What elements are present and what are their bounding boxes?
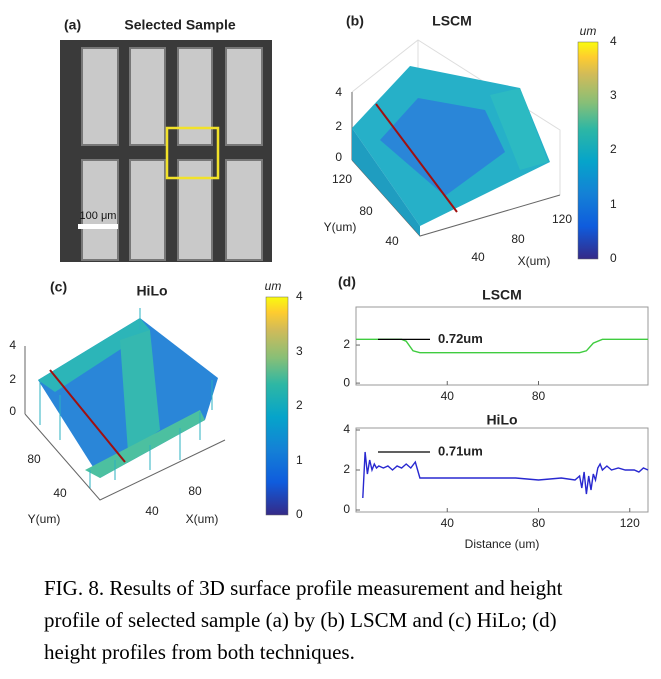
caption-line: profile of selected sample (a) by (b) LS… [44, 608, 557, 632]
x-axis-label: X(um) [518, 254, 551, 268]
colorbar-tick-label: 3 [610, 88, 617, 102]
y-tick-label: 0 [343, 375, 350, 389]
profile-line [362, 451, 649, 499]
x-tick-label: 80 [511, 232, 525, 246]
z-tick-label: 4 [9, 338, 16, 352]
base-axes [24, 413, 226, 501]
y-tick-label: 80 [27, 452, 41, 466]
x-tick-label: 40 [145, 504, 159, 518]
caption: FIG. 8. Results of 3D surface profile me… [44, 576, 563, 664]
surface-side [352, 128, 420, 236]
z-tick-label: 2 [335, 119, 342, 133]
panel-label: (d) [338, 274, 356, 290]
x-tick-label: 120 [552, 212, 572, 226]
z-tick-label: 0 [9, 404, 16, 418]
y-tick-label: 0 [343, 502, 350, 516]
y-tick-label: 40 [53, 486, 67, 500]
panel-a: (a) Selected Sample 100 μm [60, 17, 272, 262]
z-tick-label: 0 [335, 150, 342, 164]
panel-label: (c) [50, 279, 67, 295]
colorbar-tick-label: 0 [610, 251, 617, 265]
x-tick-label: 80 [532, 389, 546, 403]
x-axis-label: X(um) [186, 512, 219, 526]
x-tick-label: 120 [620, 516, 640, 530]
x-tick-label: 40 [441, 389, 455, 403]
profile-line [375, 103, 458, 213]
colorbar-tick-label: 3 [296, 344, 303, 358]
scale-bar [78, 224, 118, 229]
colorbar-tick-label: 1 [296, 453, 303, 467]
surface-edge [38, 318, 150, 392]
colorbar-tick-label: 4 [610, 34, 617, 48]
annotation: 0.71um [438, 443, 483, 458]
x-tick-label: 40 [441, 516, 455, 530]
colorbar-tick-label: 2 [610, 142, 617, 156]
y-tick-label: 40 [385, 234, 399, 248]
colorbar [577, 41, 599, 260]
colorbar-tick-label: 2 [296, 398, 303, 412]
colorbar-label: um [580, 24, 597, 38]
z-tick-label: 4 [335, 85, 342, 99]
y-tick-label: 2 [343, 462, 350, 476]
x-axis-label: Distance (um) [465, 537, 540, 551]
chart-title: HiLo [486, 412, 517, 428]
colorbar [265, 296, 289, 516]
z-tick-label: 2 [9, 372, 16, 386]
annotation: 0.72um [438, 331, 483, 346]
colorbar-label: um [265, 279, 282, 293]
surface-ridge [120, 330, 160, 452]
y-axis-label: Y(um) [324, 220, 357, 234]
panel-label: (b) [346, 13, 364, 29]
surface-recess [380, 98, 505, 196]
profile-line [356, 338, 648, 354]
panel-label: (a) [64, 17, 81, 33]
chart-title: LSCM [482, 287, 522, 303]
selection-box [165, 126, 220, 180]
profile-line [49, 369, 126, 463]
x-tick-label: 80 [188, 484, 202, 498]
colorbar-tick-label: 4 [296, 289, 303, 303]
plot-frame [355, 427, 649, 513]
colorbar-tick-label: 1 [610, 197, 617, 211]
x-tick-label: 40 [471, 250, 485, 264]
panel-title: LSCM [432, 13, 472, 29]
panel-title: HiLo [136, 283, 167, 299]
y-tick-label: 80 [359, 204, 373, 218]
y-tick-label: 2 [343, 337, 350, 351]
y-tick-label: 4 [343, 422, 350, 436]
scale-bar-label: 100 μm [80, 210, 117, 222]
y-axis-label: Y(um) [28, 512, 61, 526]
plot-frame [355, 306, 649, 386]
caption-line: FIG. 8. Results of 3D surface profile me… [44, 576, 563, 600]
x-tick-label: 80 [532, 516, 546, 530]
caption-line: height profiles from both techniques. [44, 640, 355, 664]
surface-ridge [490, 88, 548, 170]
panel-b: (b) LSCM 4 2 0 120 80 40 Y(um) 40 80 120… [324, 13, 617, 268]
y-tick-label: 120 [332, 172, 352, 186]
surface-noise [39, 308, 213, 488]
colorbar-tick-label: 0 [296, 507, 303, 521]
panel-c: (c) HiLo 4 2 0 80 40 Y(um) 40 80 X(um) u… [9, 279, 303, 526]
panel-title: Selected Sample [124, 17, 235, 33]
